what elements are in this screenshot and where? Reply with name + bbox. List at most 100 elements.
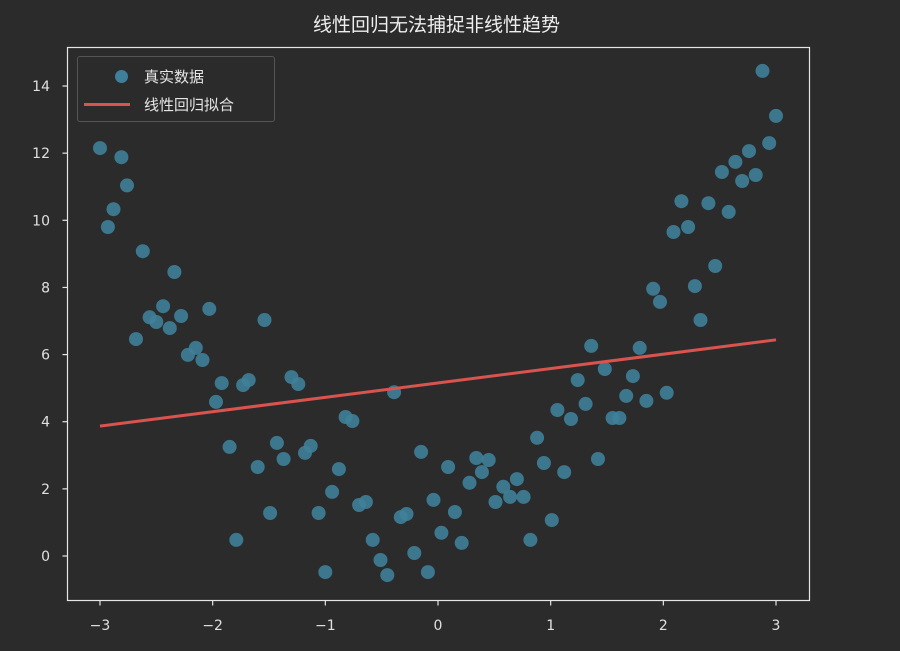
data-point (708, 259, 723, 273)
data-point (516, 489, 531, 504)
data-point (303, 438, 318, 453)
data-point (454, 535, 469, 550)
data-point (93, 141, 107, 156)
data-point (666, 225, 681, 239)
line-marker-icon (84, 103, 130, 106)
data-point (570, 373, 585, 388)
data-point (748, 168, 763, 182)
data-point (407, 546, 422, 560)
data-point (557, 465, 572, 480)
data-point (276, 452, 291, 466)
data-point (214, 376, 229, 391)
data-point (114, 150, 129, 165)
scatter-points (93, 63, 783, 583)
data-point (311, 506, 326, 520)
data-point (674, 194, 689, 209)
data-point (536, 456, 551, 470)
data-point (503, 489, 518, 504)
x-tick-label: −3 (90, 618, 111, 634)
data-point (325, 484, 340, 499)
data-point (156, 299, 171, 314)
y-axis: 0 2 4 6 8 10 12 14 (32, 79, 68, 565)
y-tick-label: 12 (32, 146, 50, 162)
data-point (202, 301, 217, 316)
data-point (149, 315, 164, 329)
data-point (612, 411, 627, 425)
data-point (291, 377, 306, 392)
data-point (509, 472, 524, 487)
chart-title: 线性回归无法捕捉非线性趋势 (312, 14, 560, 36)
legend: 真实数据 线性回归拟合 (77, 56, 275, 122)
data-point (365, 532, 380, 547)
data-point (222, 439, 237, 454)
data-point (474, 465, 489, 480)
data-point (100, 220, 115, 234)
data-point (167, 265, 182, 279)
data-point (584, 338, 599, 353)
data-point (681, 220, 696, 234)
data-point (174, 309, 189, 323)
legend-label: 真实数据 (144, 68, 205, 86)
data-point (530, 430, 545, 445)
data-point (693, 313, 708, 327)
data-point (659, 385, 674, 400)
data-point (701, 196, 716, 211)
data-point (481, 453, 496, 467)
x-tick-label: 1 (546, 618, 555, 634)
legend-item-linear-fit: 线性回归拟合 (78, 92, 274, 116)
data-point (241, 373, 256, 388)
fit-line (99, 338, 777, 428)
data-point (714, 165, 729, 179)
circle-marker-icon (115, 70, 128, 83)
data-point (441, 460, 456, 474)
data-point (591, 452, 605, 466)
data-point (269, 435, 284, 450)
data-point (380, 568, 395, 583)
data-point (420, 565, 435, 580)
data-point (653, 294, 667, 309)
data-point (523, 532, 538, 547)
x-tick-label: 3 (772, 618, 781, 634)
data-point (195, 353, 210, 367)
data-point (762, 136, 777, 151)
y-tick-label: 8 (41, 280, 50, 296)
data-point (120, 178, 134, 193)
data-point (564, 412, 578, 426)
y-tick-label: 14 (32, 79, 50, 95)
data-point (250, 460, 265, 474)
data-point (639, 393, 654, 408)
data-point (742, 144, 756, 159)
data-point (345, 414, 360, 428)
data-point (209, 394, 223, 409)
data-point (331, 462, 346, 477)
x-tick-label: −2 (202, 618, 223, 634)
data-point (462, 475, 477, 490)
data-point (162, 321, 177, 336)
y-tick-label: 6 (41, 348, 50, 364)
y-tick-label: 0 (41, 549, 50, 565)
data-point (619, 388, 634, 403)
data-point (625, 369, 640, 384)
x-axis: −3 −2 −1 0 1 2 3 (90, 600, 781, 634)
data-point (135, 244, 150, 259)
legend-item-real-data: 真实数据 (78, 64, 274, 88)
data-point (578, 396, 593, 411)
y-tick-label: 2 (41, 482, 50, 498)
x-tick-label: 2 (659, 618, 668, 634)
y-tick-label: 10 (32, 213, 50, 229)
y-tick-label: 4 (41, 415, 50, 431)
data-point (632, 340, 647, 355)
data-point (769, 108, 783, 123)
data-point (496, 479, 511, 494)
data-point (687, 279, 702, 294)
data-point (544, 513, 559, 528)
data-point (399, 507, 414, 521)
data-point (488, 495, 503, 509)
data-point (469, 451, 484, 465)
data-point (597, 362, 612, 376)
x-tick-label: 0 (434, 618, 443, 634)
data-point (447, 505, 462, 519)
data-point (735, 174, 750, 188)
data-point (426, 492, 441, 507)
